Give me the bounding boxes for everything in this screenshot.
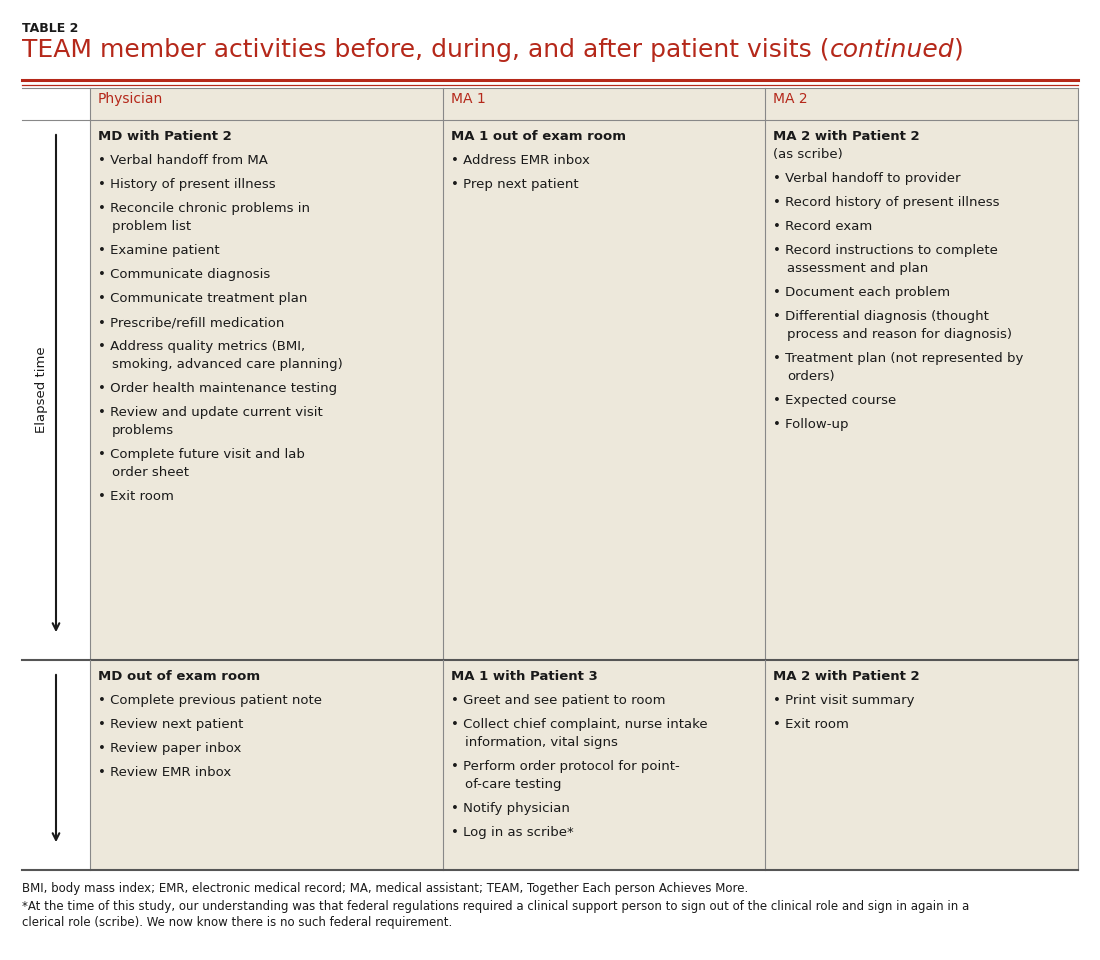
Text: MA 2 with Patient 2: MA 2 with Patient 2 <box>773 130 920 143</box>
Text: • Expected course: • Expected course <box>773 394 896 407</box>
Text: *At the time of this study, our understanding was that federal regulations requi: *At the time of this study, our understa… <box>22 900 969 913</box>
Text: MA 2: MA 2 <box>773 92 807 106</box>
Bar <box>90 120 1078 660</box>
Text: • Log in as scribe*: • Log in as scribe* <box>451 826 574 839</box>
Text: • Collect chief complaint, nurse intake: • Collect chief complaint, nurse intake <box>451 718 707 731</box>
Text: • Exit room: • Exit room <box>98 490 174 503</box>
Text: continued: continued <box>829 38 954 62</box>
Text: • Record history of present illness: • Record history of present illness <box>773 196 1000 209</box>
Text: (as scribe): (as scribe) <box>773 148 843 161</box>
Text: of-care testing: of-care testing <box>465 778 561 791</box>
Text: MA 1 out of exam room: MA 1 out of exam room <box>451 130 626 143</box>
Text: problem list: problem list <box>112 220 191 233</box>
Text: • Exit room: • Exit room <box>773 718 849 731</box>
Text: TABLE 2: TABLE 2 <box>22 22 78 35</box>
Text: problems: problems <box>112 424 174 437</box>
Text: information, vital signs: information, vital signs <box>465 736 618 749</box>
Text: • Review and update current visit: • Review and update current visit <box>98 406 322 419</box>
Text: clerical role (scribe). We now know there is no such federal requirement.: clerical role (scribe). We now know ther… <box>22 916 452 929</box>
Text: orders): orders) <box>786 370 835 383</box>
Bar <box>22 88 90 120</box>
Text: • Communicate treatment plan: • Communicate treatment plan <box>98 292 307 305</box>
Text: • Record exam: • Record exam <box>773 220 872 233</box>
Text: process and reason for diagnosis): process and reason for diagnosis) <box>786 328 1012 341</box>
Text: MA 1: MA 1 <box>451 92 486 106</box>
Text: • Review paper inbox: • Review paper inbox <box>98 742 241 755</box>
Text: • History of present illness: • History of present illness <box>98 178 276 191</box>
Text: • Verbal handoff to provider: • Verbal handoff to provider <box>773 172 960 185</box>
Text: • Order health maintenance testing: • Order health maintenance testing <box>98 382 337 395</box>
Text: • Greet and see patient to room: • Greet and see patient to room <box>451 694 666 707</box>
Text: • Follow-up: • Follow-up <box>773 418 848 431</box>
Text: BMI, body mass index; EMR, electronic medical record; MA, medical assistant; TEA: BMI, body mass index; EMR, electronic me… <box>22 882 748 895</box>
Text: TEAM member activities before, during, and after patient visits (: TEAM member activities before, during, a… <box>22 38 829 62</box>
Bar <box>90 660 1078 870</box>
Text: • Record instructions to complete: • Record instructions to complete <box>773 244 998 257</box>
Text: • Review EMR inbox: • Review EMR inbox <box>98 766 231 779</box>
Bar <box>90 88 1078 120</box>
Text: • Verbal handoff from MA: • Verbal handoff from MA <box>98 154 268 167</box>
Text: • Address quality metrics (BMI,: • Address quality metrics (BMI, <box>98 340 305 353</box>
Text: • Print visit summary: • Print visit summary <box>773 694 914 707</box>
Text: • Perform order protocol for point-: • Perform order protocol for point- <box>451 760 680 773</box>
Text: • Review next patient: • Review next patient <box>98 718 243 731</box>
Text: • Prescribe/refill medication: • Prescribe/refill medication <box>98 316 285 329</box>
Text: • Communicate diagnosis: • Communicate diagnosis <box>98 268 271 281</box>
Text: Elapsed time: Elapsed time <box>35 347 48 433</box>
Text: smoking, advanced care planning): smoking, advanced care planning) <box>112 358 343 371</box>
Text: • Document each problem: • Document each problem <box>773 286 950 299</box>
Text: • Reconcile chronic problems in: • Reconcile chronic problems in <box>98 202 310 215</box>
Bar <box>22 120 90 660</box>
Text: assessment and plan: assessment and plan <box>786 262 928 275</box>
Text: MD with Patient 2: MD with Patient 2 <box>98 130 232 143</box>
Text: Physician: Physician <box>98 92 163 106</box>
Text: order sheet: order sheet <box>112 466 189 479</box>
Text: • Complete future visit and lab: • Complete future visit and lab <box>98 448 305 461</box>
Text: • Treatment plan (not represented by: • Treatment plan (not represented by <box>773 352 1023 365</box>
Text: • Examine patient: • Examine patient <box>98 244 220 257</box>
Text: • Notify physician: • Notify physician <box>451 802 570 815</box>
Text: • Address EMR inbox: • Address EMR inbox <box>451 154 590 167</box>
Text: • Complete previous patient note: • Complete previous patient note <box>98 694 322 707</box>
Text: MD out of exam room: MD out of exam room <box>98 670 260 683</box>
Text: MA 2 with Patient 2: MA 2 with Patient 2 <box>773 670 920 683</box>
Bar <box>22 660 90 870</box>
Text: • Differential diagnosis (thought: • Differential diagnosis (thought <box>773 310 989 323</box>
Text: ): ) <box>954 38 964 62</box>
Text: • Prep next patient: • Prep next patient <box>451 178 579 191</box>
Text: MA 1 with Patient 3: MA 1 with Patient 3 <box>451 670 597 683</box>
